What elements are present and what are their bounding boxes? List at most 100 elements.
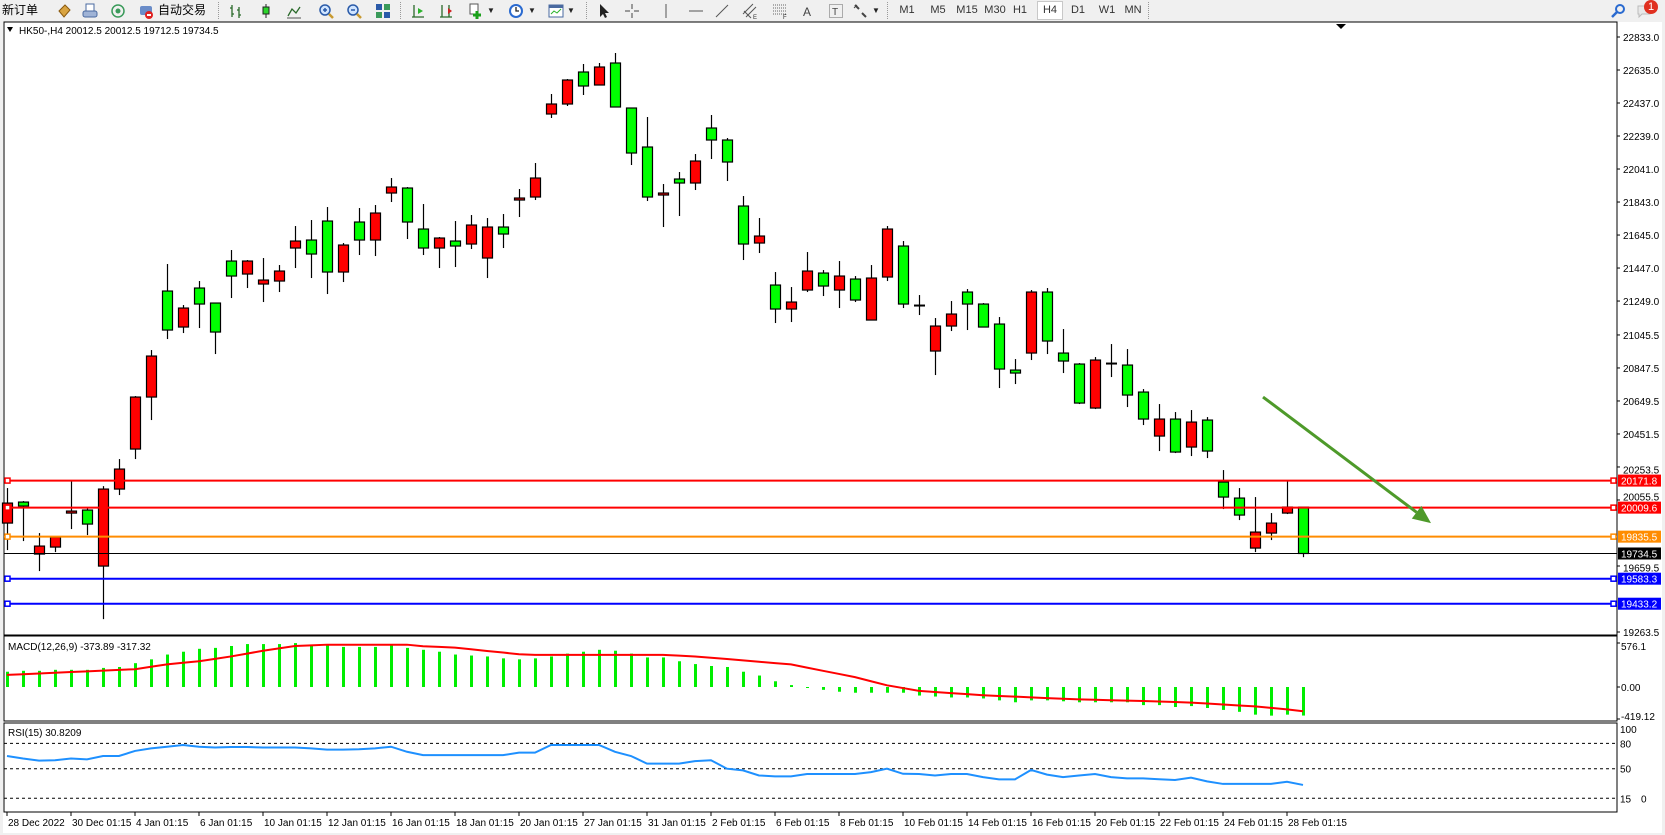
zoom-in-icon[interactable] <box>318 3 334 19</box>
auto-trading-icon[interactable] <box>138 3 154 19</box>
templates-icon[interactable] <box>548 3 564 19</box>
candle-body-down <box>305 239 318 255</box>
cursor-icon[interactable] <box>596 3 612 19</box>
price-tick-label: 22635.0 <box>1623 66 1660 77</box>
trend-arrow-head-icon[interactable] <box>1411 505 1431 524</box>
price-tick-label: 22041.0 <box>1623 165 1660 176</box>
equidistant-channel-icon[interactable]: E <box>742 3 758 19</box>
macd-histogram-bar <box>1062 687 1065 702</box>
text-label-icon[interactable]: T <box>828 3 844 19</box>
tile-windows-icon[interactable] <box>375 3 391 19</box>
indicators-icon[interactable] <box>468 3 484 19</box>
price-tick-label: 19263.5 <box>1623 628 1660 639</box>
line-chart-icon[interactable] <box>286 3 302 19</box>
history-icon[interactable] <box>56 3 72 19</box>
level-handle-left[interactable] <box>4 533 11 540</box>
price-level-resistance[interactable]: 20171.8 <box>4 474 1661 488</box>
timeframe-m1[interactable]: M1 <box>899 4 915 16</box>
macd-histogram-bar <box>630 653 633 687</box>
timeframe-d1[interactable]: D1 <box>1070 4 1086 16</box>
notification-button[interactable]: 1 <box>1636 0 1662 20</box>
timeframe-mn[interactable]: MN <box>1124 4 1142 16</box>
timeframe-m5[interactable]: M5 <box>930 4 946 16</box>
candle <box>929 318 942 376</box>
price-level-pivot[interactable]: 19835.5 <box>4 530 1661 544</box>
rsi-pane-frame <box>3 722 1618 813</box>
trend-arrow-line[interactable] <box>1262 395 1418 514</box>
level-handle-right[interactable] <box>1610 600 1617 607</box>
macd-histogram-bar <box>438 651 441 687</box>
candle-body-up <box>1025 291 1038 354</box>
auto-trading-button[interactable]: 自动交易 <box>158 2 206 19</box>
price-level-bid[interactable]: 19734.5 <box>4 547 1661 560</box>
vertical-line-icon[interactable] <box>658 3 674 19</box>
new-order-button[interactable]: 新订单 <box>2 2 38 19</box>
indicators-dropdown-icon[interactable]: ▼ <box>487 6 495 15</box>
chart-menu-triangle-icon[interactable] <box>7 27 13 32</box>
bar-chart-icon[interactable] <box>228 3 244 19</box>
trendline-icon[interactable] <box>714 3 730 19</box>
timeframe-h4[interactable]: H4 <box>1037 1 1063 20</box>
level-handle-left[interactable] <box>4 600 11 607</box>
price-tick-label: 21249.0 <box>1623 297 1660 308</box>
timeframe-w1[interactable]: W1 <box>1098 4 1116 16</box>
print-icon[interactable] <box>82 3 98 19</box>
candle <box>513 189 526 218</box>
candle <box>625 107 638 166</box>
level-handle-left[interactable] <box>4 575 11 582</box>
candle-body-up <box>561 79 574 105</box>
candle-body-up <box>1265 522 1278 534</box>
periods-dropdown-icon[interactable]: ▼ <box>528 6 536 15</box>
templates-dropdown-icon[interactable]: ▼ <box>567 6 575 15</box>
candle <box>273 265 286 293</box>
candle <box>241 260 254 289</box>
horizontal-line-icon[interactable] <box>688 3 704 19</box>
level-handle-right[interactable] <box>1610 533 1617 540</box>
price-level-support[interactable]: 19433.2 <box>4 597 1661 611</box>
chart-shift-marker-icon[interactable] <box>1336 24 1346 29</box>
level-handle-left[interactable] <box>4 504 11 511</box>
price-level-resistance[interactable]: 20009.6 <box>4 501 1661 515</box>
candlestick-icon[interactable] <box>258 3 274 19</box>
text-icon[interactable]: A <box>800 3 816 19</box>
chart-shift-icon[interactable] <box>410 3 426 19</box>
candle <box>1169 412 1182 454</box>
autoscroll-icon[interactable] <box>438 3 454 19</box>
level-handle-left[interactable] <box>4 477 11 484</box>
search-icon[interactable] <box>1610 3 1626 19</box>
price-pane[interactable]: 22833.0 22635.0 22437.0 22239.0 22041.0 21843… <box>1 21 1662 639</box>
candle-body-up <box>753 235 766 244</box>
arrows-dropdown-icon[interactable]: ▼ <box>872 6 880 15</box>
periods-icon[interactable] <box>508 3 524 19</box>
candle <box>401 187 414 240</box>
price-tick-label: 20847.5 <box>1623 364 1660 375</box>
macd-histogram-bar <box>230 645 233 687</box>
timeframe-m15[interactable]: M15 <box>956 4 978 16</box>
chart-window[interactable]: 22833.0 22635.0 22437.0 22239.0 22041.0 21843… <box>0 21 1665 835</box>
candle <box>65 481 78 530</box>
candle-body-down <box>769 284 782 310</box>
candle-body-down <box>1009 369 1022 374</box>
arrows-icon[interactable] <box>852 3 868 19</box>
signal-icon[interactable] <box>110 3 126 19</box>
level-handle-right[interactable] <box>1610 575 1617 582</box>
price-level-support[interactable]: 19583.3 <box>4 572 1661 586</box>
timeframe-h1[interactable]: H1 <box>1012 4 1028 16</box>
candle-body-up <box>785 301 798 310</box>
candle <box>193 281 206 329</box>
fibonacci-icon[interactable]: F <box>772 3 788 19</box>
macd-histogram-bar <box>214 647 217 687</box>
level-handle-right[interactable] <box>1610 504 1617 511</box>
rsi-tick-label: 0 <box>1641 794 1647 805</box>
macd-histogram-bar <box>1110 687 1113 703</box>
timeframe-m30[interactable]: M30 <box>984 4 1006 16</box>
zoom-out-icon[interactable] <box>346 3 362 19</box>
crosshair-icon[interactable] <box>624 3 640 19</box>
svg-text:A: A <box>803 5 811 19</box>
macd-pane[interactable]: MACD(12,26,9) -373.89 -317.32 576.1 0.00 -4… <box>3 635 1655 723</box>
rsi-pane[interactable]: RSI(15) 30.8209 100 80 50 15 0 <box>3 722 1647 813</box>
level-handle-right[interactable] <box>1610 477 1617 484</box>
candle-body-down <box>225 260 238 277</box>
price-tick-label: 20451.5 <box>1623 430 1660 441</box>
time-tick-label: 6 Jan 01:15 <box>200 818 253 829</box>
